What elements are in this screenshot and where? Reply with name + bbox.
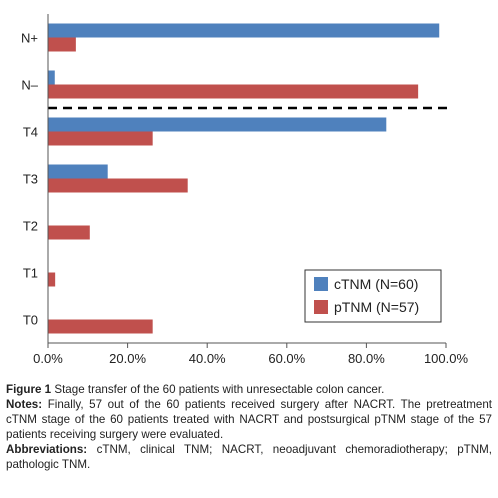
y-tick-label: N+ <box>21 31 38 46</box>
figure-text: Stage transfer of the 60 patients with u… <box>54 383 385 396</box>
x-tick-label: 100.0% <box>424 351 469 366</box>
bar-ptnm-6 <box>48 319 153 334</box>
y-tick-label: T3 <box>23 172 38 187</box>
y-tick-label: N– <box>21 78 38 93</box>
legend-label-ctnm: cTNM (N=60) <box>334 276 418 292</box>
y-tick-labels: N+ N– T4 T3 T2 T1 T0 <box>21 31 39 328</box>
figure-caption: Figure 1 Stage transfer of the 60 patien… <box>6 382 492 472</box>
x-tick-label: 0.0% <box>33 351 63 366</box>
legend-label-ptnm: pTNM (N=57) <box>334 299 419 315</box>
x-tick-label: 20.0% <box>109 351 146 366</box>
x-tick-label: 80.0% <box>348 351 385 366</box>
notes-label: Notes: <box>6 398 43 411</box>
y-tick-label: T2 <box>23 219 38 234</box>
caption-abbreviations: Abbreviations: cTNM, clinical TNM; NACRT… <box>6 442 492 472</box>
bar-ptnm-0 <box>48 37 76 52</box>
legend-swatch-ptnm <box>314 300 328 314</box>
figure-label: Figure 1 <box>6 383 52 396</box>
bar-ptnm-5 <box>48 272 56 287</box>
legend-swatch-ctnm <box>314 277 328 291</box>
y-tick-label: T1 <box>23 266 38 281</box>
caption-notes: Notes: Finally, 57 out of the 60 patient… <box>6 397 492 442</box>
x-tick-labels: 0.0% 20.0% 40.0% 60.0% 80.0% 100.0% <box>33 343 468 366</box>
legend: cTNM (N=60) pTNM (N=57) <box>304 269 442 323</box>
x-tick-label: 60.0% <box>268 351 305 366</box>
bar-ctnm-1 <box>48 70 55 85</box>
abbreviations-label: Abbreviations: <box>6 443 88 456</box>
notes-text: Finally, 57 out of the 60 patients recei… <box>6 398 492 441</box>
stage-transfer-chart: N+ N– T4 T3 T2 T1 T0 0.0% 20.0% 40.0% 60.0% 80.0% 1… <box>21 14 468 366</box>
bar-ptnm-3 <box>48 178 188 193</box>
abbreviations-text: cTNM, clinical TNM; NACRT, neoadjuvant c… <box>6 443 492 471</box>
y-tick-label: T4 <box>23 125 38 140</box>
bar-ctnm-3 <box>48 164 108 179</box>
bar-ctnm-0 <box>48 23 440 38</box>
y-tick-label: T0 <box>23 313 38 328</box>
bar-ptnm-4 <box>48 225 90 240</box>
bar-ptnm-2 <box>48 131 153 146</box>
x-tick-label: 40.0% <box>189 351 226 366</box>
bar-ctnm-2 <box>48 117 387 132</box>
bar-ptnm-1 <box>48 84 419 99</box>
caption-figure-line: Figure 1 Stage transfer of the 60 patien… <box>6 382 492 397</box>
bars-group <box>48 23 440 334</box>
